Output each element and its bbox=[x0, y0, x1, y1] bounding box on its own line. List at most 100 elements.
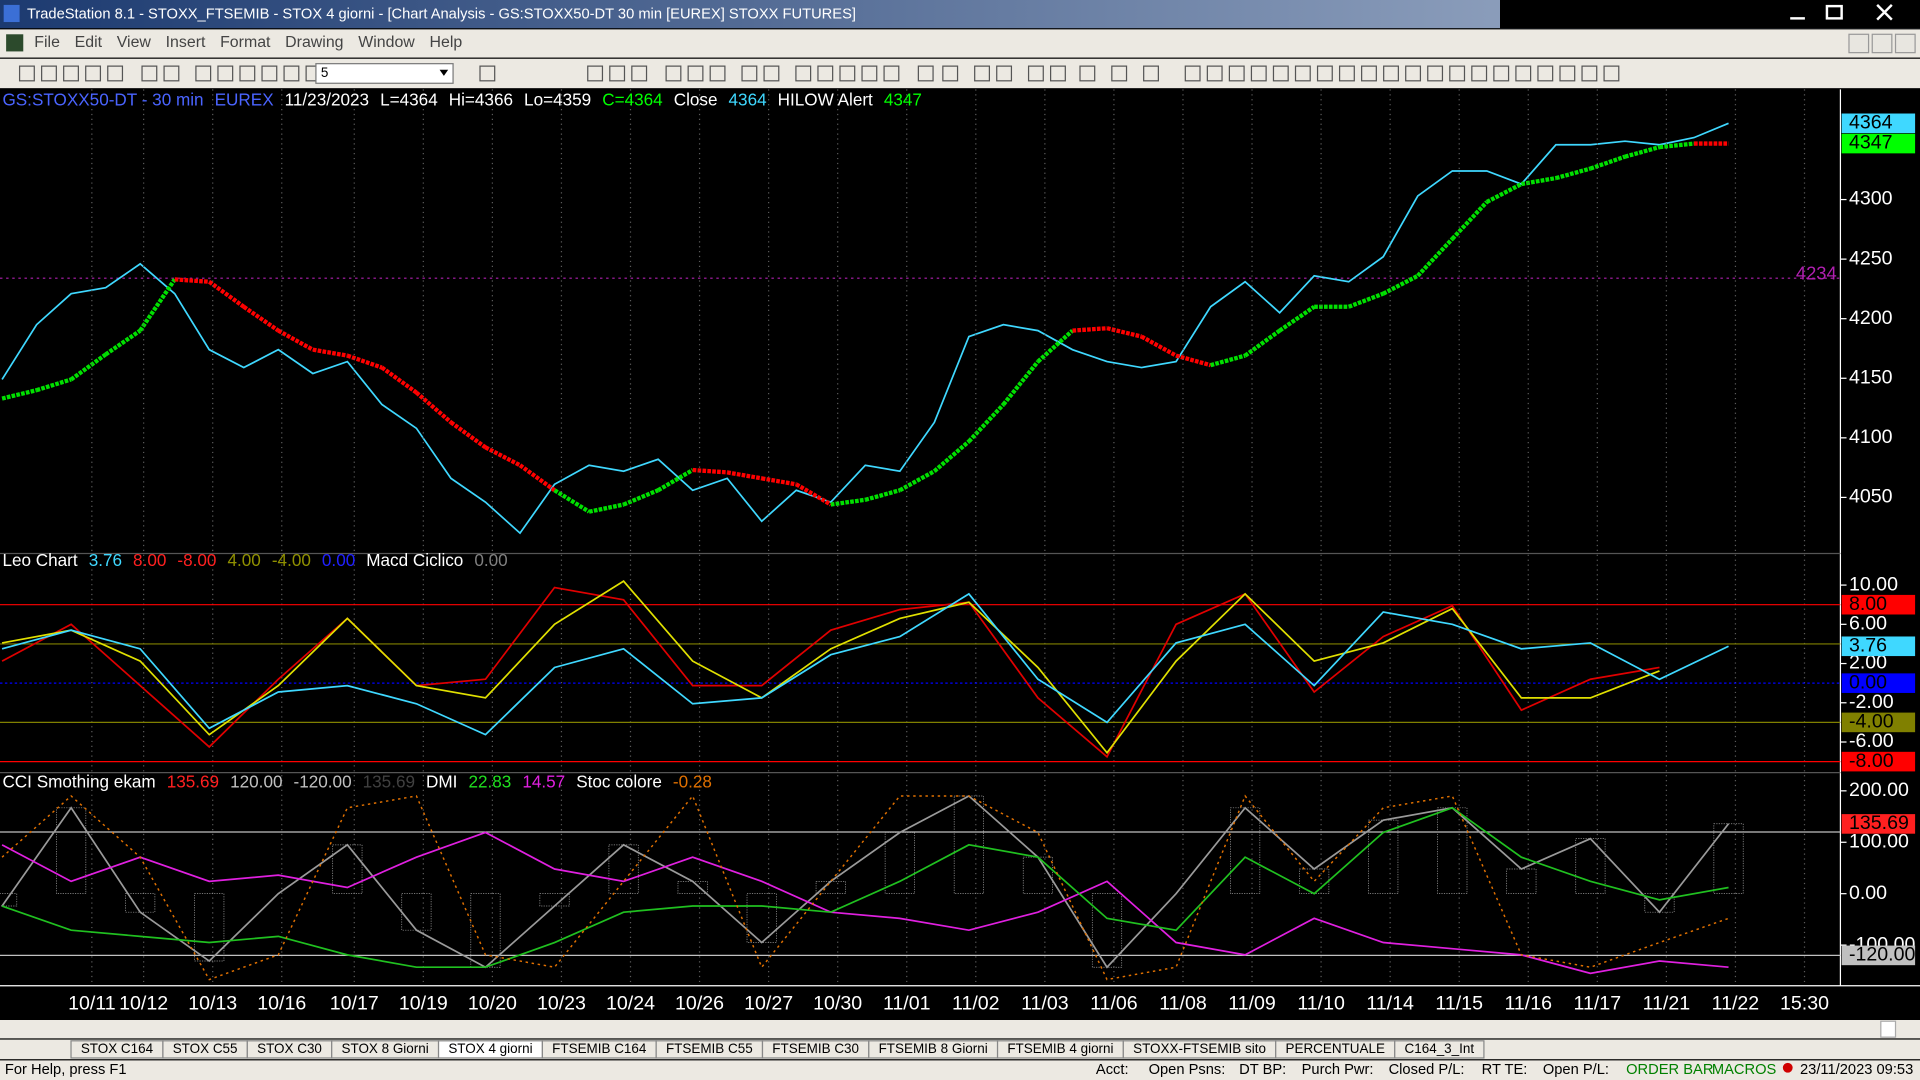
menu-item[interactable]: View bbox=[117, 34, 152, 51]
tool-icon[interactable] bbox=[1471, 65, 1488, 82]
tool-icon[interactable] bbox=[883, 65, 900, 82]
maximize[interactable] bbox=[1825, 4, 1843, 20]
scroll-thumb[interactable] bbox=[1880, 1020, 1897, 1038]
tool-icon[interactable] bbox=[163, 65, 180, 82]
tool-icon[interactable] bbox=[283, 65, 300, 82]
tool-icon[interactable] bbox=[1361, 65, 1377, 82]
tab-label[interactable]: C164_3_Int bbox=[1405, 1041, 1475, 1056]
tool-icon[interactable] bbox=[1581, 65, 1598, 82]
tool-icon[interactable] bbox=[1294, 65, 1311, 82]
scrollbar[interactable] bbox=[0, 1020, 1920, 1039]
tool-icon[interactable] bbox=[1559, 65, 1576, 82]
tool-icon[interactable] bbox=[861, 65, 878, 82]
hilow-segment bbox=[1106, 326, 1143, 339]
tab-label[interactable]: STOX 8 Giorni bbox=[342, 1041, 429, 1056]
menu-item[interactable]: Format bbox=[220, 34, 271, 51]
menu-item[interactable]: File bbox=[34, 34, 60, 51]
tool-icon[interactable] bbox=[1206, 65, 1223, 82]
tool-icon[interactable] bbox=[1493, 65, 1510, 82]
tool-icon[interactable] bbox=[942, 65, 959, 82]
tab-label[interactable]: FTSEMIB C55 bbox=[666, 1041, 753, 1056]
tab-label[interactable]: FTSEMIB C164 bbox=[552, 1041, 647, 1056]
date-label: 11/15 bbox=[1435, 992, 1483, 1014]
tool-icon[interactable] bbox=[974, 65, 990, 82]
tool-icon[interactable] bbox=[996, 65, 1013, 82]
tool-icon[interactable] bbox=[1111, 65, 1128, 82]
menu-item[interactable]: Help bbox=[429, 34, 462, 51]
tool-icon[interactable] bbox=[1050, 65, 1066, 82]
tool-icon[interactable] bbox=[1027, 65, 1044, 82]
tool-icon[interactable] bbox=[1272, 65, 1289, 82]
tool-icon[interactable] bbox=[587, 65, 604, 82]
tool-icon[interactable] bbox=[1079, 65, 1096, 82]
tool-icon[interactable] bbox=[795, 65, 812, 82]
tool-icon[interactable] bbox=[1316, 65, 1333, 82]
tool-icon[interactable] bbox=[687, 65, 704, 82]
level-label: 0.00 bbox=[1849, 671, 1887, 693]
tool-icon[interactable] bbox=[195, 65, 212, 82]
tool-icon[interactable] bbox=[1338, 65, 1355, 82]
tab-label[interactable]: STOXX-FTSEMIB sito bbox=[1133, 1041, 1266, 1056]
tool-icon[interactable] bbox=[1449, 65, 1466, 82]
tool-icon[interactable] bbox=[41, 65, 57, 82]
date-label: 10/26 bbox=[675, 992, 724, 1014]
tool-icon[interactable] bbox=[261, 65, 278, 82]
tool-icon[interactable] bbox=[609, 65, 626, 82]
tab-label[interactable]: STOX C30 bbox=[257, 1041, 322, 1056]
tool-icon[interactable] bbox=[141, 65, 158, 82]
tool-icon[interactable] bbox=[917, 65, 934, 82]
tool-icon[interactable] bbox=[1515, 65, 1532, 82]
tool-icon[interactable] bbox=[1143, 65, 1159, 82]
interval-combo[interactable] bbox=[315, 63, 454, 84]
close[interactable] bbox=[1876, 4, 1893, 21]
tab-label[interactable]: FTSEMIB 4 giorni bbox=[1007, 1041, 1113, 1056]
hilow-segment bbox=[1450, 200, 1489, 241]
tab-label[interactable]: STOX 4 giorni bbox=[448, 1041, 532, 1056]
tool-icon[interactable] bbox=[709, 65, 726, 82]
tool-icon[interactable] bbox=[85, 65, 102, 82]
tool-icon[interactable] bbox=[1250, 65, 1267, 82]
tab-label[interactable]: STOX C55 bbox=[173, 1041, 238, 1056]
tab-label[interactable]: STOX C164 bbox=[81, 1041, 154, 1056]
tool-icon[interactable] bbox=[631, 65, 648, 82]
menu-item[interactable]: Insert bbox=[166, 34, 206, 51]
mdi-close[interactable] bbox=[1894, 33, 1916, 54]
tab-label[interactable]: FTSEMIB 8 Giorni bbox=[879, 1041, 988, 1056]
tool-icon[interactable] bbox=[1603, 65, 1620, 82]
tab[interactable] bbox=[1394, 1040, 1485, 1059]
level-label: -120.00 bbox=[1849, 944, 1916, 966]
tool-icon[interactable] bbox=[217, 65, 234, 82]
tool-icon[interactable] bbox=[1427, 65, 1444, 82]
tool-icon[interactable] bbox=[1405, 65, 1422, 82]
hilow-segment bbox=[104, 328, 142, 357]
menu-item[interactable]: Drawing bbox=[285, 34, 343, 51]
tool-icon[interactable] bbox=[1537, 65, 1554, 82]
tool-icon[interactable] bbox=[107, 65, 124, 82]
hilow-segment bbox=[277, 328, 314, 352]
tool-icon[interactable] bbox=[665, 65, 682, 82]
y-tick-label: 100.00 bbox=[1849, 830, 1909, 852]
tab-label[interactable]: PERCENTUALE bbox=[1286, 1041, 1385, 1056]
mdi-minimize[interactable] bbox=[1848, 33, 1870, 54]
window-controls[interactable] bbox=[1790, 4, 1893, 21]
tool-icon[interactable] bbox=[1228, 65, 1245, 82]
tool-icon[interactable] bbox=[1383, 65, 1399, 82]
tool-icon[interactable] bbox=[763, 65, 780, 82]
tool-icon[interactable] bbox=[741, 65, 758, 82]
tool-icon[interactable] bbox=[817, 65, 834, 82]
tool-icon[interactable] bbox=[63, 65, 79, 82]
mdi-controls[interactable] bbox=[1848, 33, 1916, 54]
date-label: 11/17 bbox=[1574, 992, 1622, 1014]
pane-header: CCI Smothing ekam 135.69 120.00 -120.00 135.… bbox=[2, 771, 712, 791]
tool-icon[interactable] bbox=[839, 65, 856, 82]
tool-icon[interactable] bbox=[18, 65, 35, 82]
tool-icon[interactable] bbox=[479, 65, 496, 82]
mdi-restore[interactable] bbox=[1871, 33, 1893, 54]
tool-icon[interactable] bbox=[1184, 65, 1201, 82]
date-label: 10/12 bbox=[119, 992, 168, 1014]
tab-label[interactable]: FTSEMIB C30 bbox=[772, 1041, 859, 1056]
combo-arrow bbox=[439, 69, 449, 76]
tool-icon[interactable] bbox=[239, 65, 256, 82]
menu-item[interactable]: Window bbox=[358, 34, 415, 51]
menu-item[interactable]: Edit bbox=[75, 34, 103, 51]
